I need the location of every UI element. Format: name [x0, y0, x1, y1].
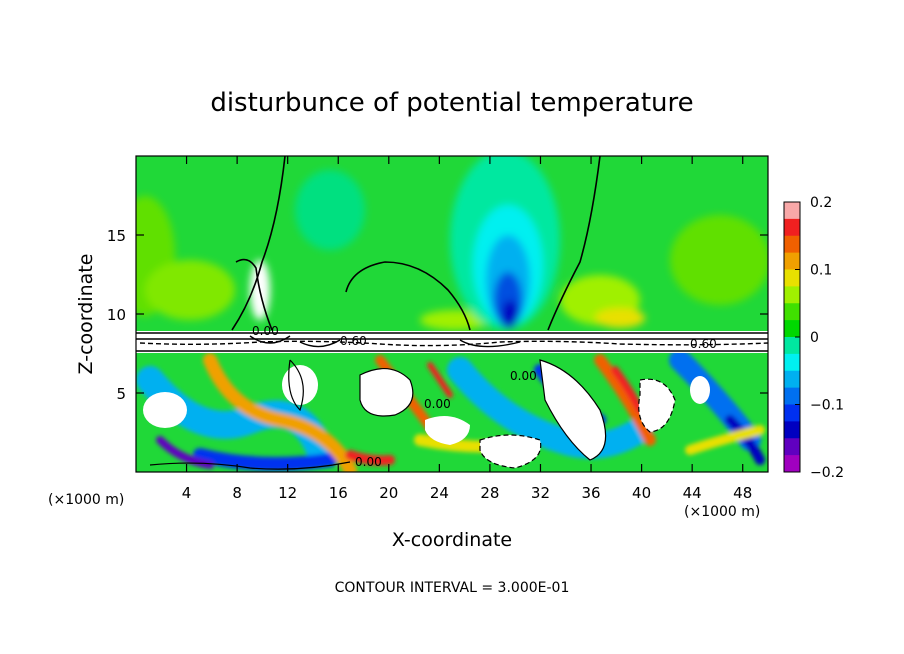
colorbar-swatch [784, 370, 800, 389]
colorbar-swatch [784, 337, 800, 355]
colorbar-swatch [784, 252, 800, 270]
x-tick-label: 24 [430, 484, 449, 502]
contour-label: 0.00 [510, 369, 537, 383]
colorbar-swatch [784, 320, 800, 338]
colorbar-swatch [784, 353, 800, 372]
x-unit-right: (×1000 m) [684, 504, 760, 520]
contour-label: 0.60 [690, 337, 717, 351]
contour-label: 0.60 [340, 334, 367, 348]
chart-title: disturbunce of potential temperature [210, 88, 693, 118]
colorbar-swatch [784, 235, 800, 254]
colorbar-swatch [784, 438, 800, 456]
inversion-band [136, 331, 768, 353]
colorbar-swatch [784, 286, 800, 304]
upper-field [136, 156, 768, 331]
colorbar-swatch [784, 303, 800, 321]
x-tick-label: 12 [278, 484, 297, 502]
contour-interval-note: CONTOUR INTERVAL = 3.000E-01 [335, 580, 570, 596]
y-tick-label: 10 [107, 306, 126, 324]
colorbar-swatch [784, 269, 800, 287]
y-axis: 5 10 15 [107, 227, 768, 403]
colorbar-tick-label: 0 [810, 330, 819, 346]
contour-labels: 0.60 0.00 0.00 0.00 0.00 0.60 [252, 324, 717, 469]
x-tick-label: 20 [379, 484, 398, 502]
colorbar-tick-label: 0.2 [810, 195, 832, 211]
contour-label: 0.00 [424, 397, 451, 411]
colorbar-swatch [784, 404, 800, 422]
y-tick-label: 15 [107, 227, 126, 245]
colorbar-tick-label: −0.1 [810, 398, 844, 414]
x-tick-label: 48 [733, 484, 752, 502]
x-axis-label: X-coordinate [392, 529, 512, 551]
colorbar-ticks: 0.2 0.1 0 −0.1 −0.2 [795, 195, 844, 481]
x-axis: 4 8 12 16 20 24 28 32 36 40 44 48 [182, 156, 752, 502]
x-tick-label: 32 [531, 484, 550, 502]
y-tick-label: 5 [116, 385, 126, 403]
x-tick-label: 28 [480, 484, 499, 502]
colorbar-tick-label: −0.2 [810, 465, 844, 481]
x-tick-label: 44 [683, 484, 702, 502]
x-tick-label: 16 [329, 484, 348, 502]
x-tick-label: 4 [182, 484, 192, 502]
colorbar-swatch [784, 455, 800, 473]
colorbar-swatch [784, 421, 800, 439]
lower-field [136, 353, 768, 472]
plot-area: 0.60 0.00 0.00 0.00 0.00 0.60 [135, 155, 769, 473]
colorbar-swatch [784, 218, 800, 237]
colorbar-swatch [784, 202, 800, 220]
contour-label: 0.00 [355, 455, 382, 469]
x-unit-left: (×1000 m) [48, 492, 124, 508]
colorbar-swatch [784, 387, 800, 405]
x-tick-label: 40 [632, 484, 651, 502]
y-axis-label: Z-coordinate [75, 254, 97, 375]
x-tick-label: 8 [232, 484, 242, 502]
contour-label: 0.00 [252, 324, 279, 338]
x-tick-label: 36 [581, 484, 600, 502]
colorbar-tick-label: 0.1 [810, 263, 832, 279]
